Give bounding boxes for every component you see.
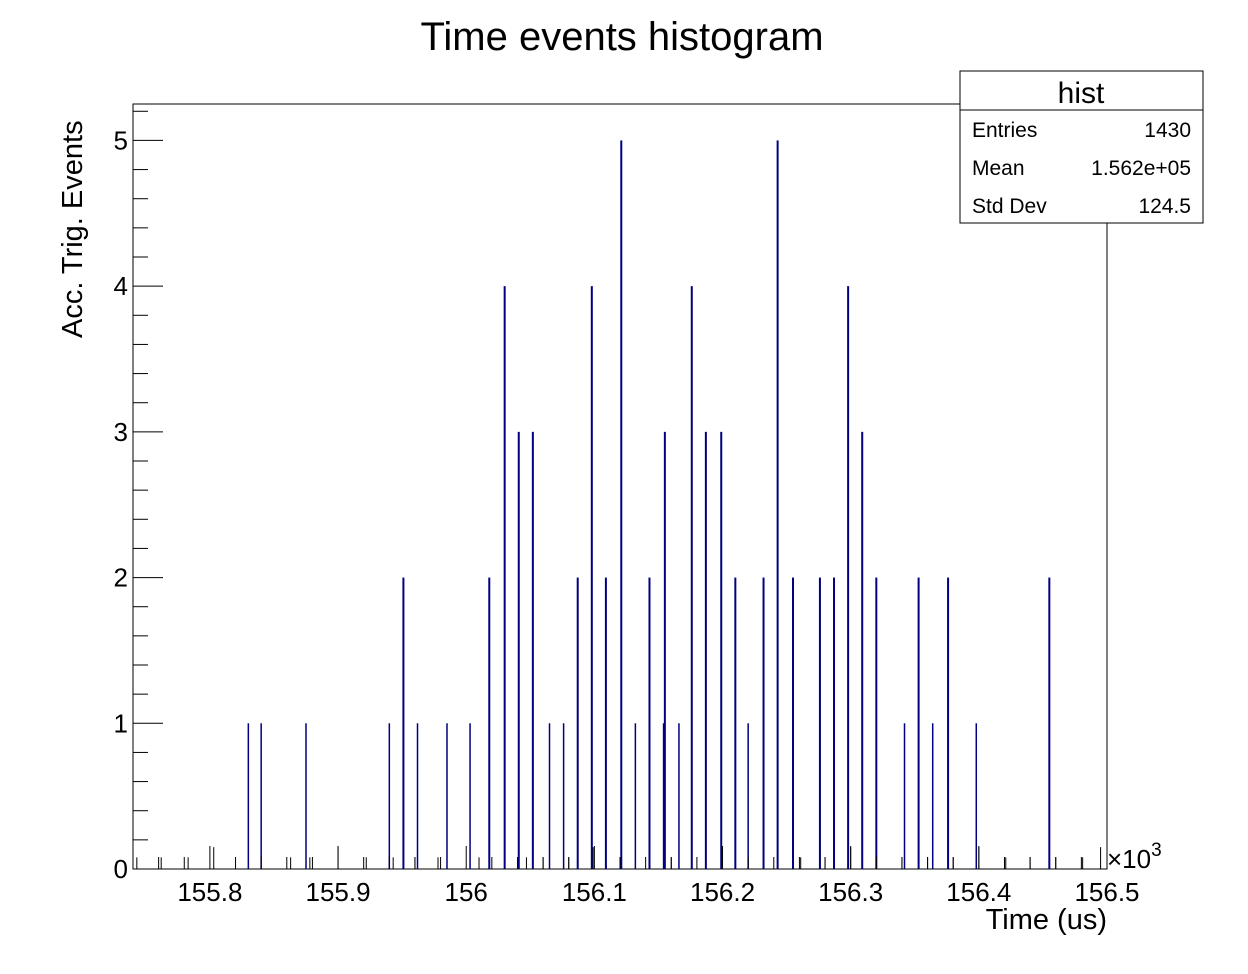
x-axis-multiplier-exponent: 3 xyxy=(1151,840,1162,861)
histogram-bar xyxy=(548,723,551,869)
histogram-bar xyxy=(604,577,607,869)
histogram-bar xyxy=(662,723,665,869)
histogram-bar xyxy=(590,286,593,869)
histogram-bar xyxy=(1082,857,1084,869)
histogram-bar xyxy=(1005,857,1007,869)
stats-box-title: hist xyxy=(1058,77,1105,110)
histogram-bar xyxy=(402,577,405,869)
histogram-bar xyxy=(690,286,693,869)
bars-group xyxy=(136,140,1102,869)
histogram-bar xyxy=(792,577,795,869)
stats-mean-value: 1.562e+05 xyxy=(1091,157,1191,180)
histogram-bar xyxy=(800,857,802,869)
y-tick-label: 4 xyxy=(114,271,128,301)
x-tick-label: 156.1 xyxy=(562,877,627,907)
histogram-bar xyxy=(562,723,565,869)
histogram-bar xyxy=(437,857,439,869)
histogram-bar xyxy=(446,723,448,869)
y-axis-label: Acc. Trig. Events xyxy=(57,120,89,338)
chart-title: Time events histogram xyxy=(420,15,823,59)
stats-stddev-label: Std Dev xyxy=(972,195,1047,218)
y-tick-label: 2 xyxy=(114,563,128,593)
y-tick-label: 1 xyxy=(114,708,128,738)
histogram-bar xyxy=(734,577,737,869)
x-axis-label: Time (us) xyxy=(986,904,1107,936)
histogram-bar xyxy=(531,431,534,869)
x-tick-label: 156 xyxy=(445,877,488,907)
histogram-bar xyxy=(720,431,723,869)
histogram-bar xyxy=(213,847,215,869)
histogram-bar xyxy=(931,723,934,869)
histogram-bar xyxy=(1100,847,1102,869)
histogram-bar xyxy=(875,577,878,869)
histogram-bar xyxy=(762,577,765,869)
x-tick-label: 156.4 xyxy=(946,877,1011,907)
histogram-bar xyxy=(187,857,189,869)
histogram-bar xyxy=(776,140,779,869)
stats-entries-label: Entries xyxy=(972,119,1037,142)
histogram-bar xyxy=(309,857,311,869)
histogram-bar xyxy=(290,857,292,869)
histogram-bar xyxy=(833,577,836,869)
histogram-bar xyxy=(365,857,367,869)
histogram-bar xyxy=(525,857,527,869)
histogram-bar xyxy=(136,857,138,869)
x-axis-multiplier-base: ×10 xyxy=(1107,844,1151,874)
histogram-bar xyxy=(648,577,651,869)
histogram-bar xyxy=(416,723,419,869)
stats-box-frame xyxy=(959,70,1204,224)
histogram-bar xyxy=(388,723,391,869)
histogram-bar xyxy=(917,577,920,869)
histogram-bar xyxy=(620,140,623,869)
stats-entries-value: 1430 xyxy=(1144,119,1191,142)
histogram-bar xyxy=(947,577,950,869)
x-tick-label: 156.5 xyxy=(1074,877,1139,907)
histogram-bar xyxy=(517,431,520,869)
x-tick-label: 156.3 xyxy=(818,877,883,907)
histogram-bar xyxy=(903,723,906,869)
histogram-bar xyxy=(678,723,680,869)
histogram-bar xyxy=(975,723,978,869)
stats-stddev-value: 124.5 xyxy=(1138,195,1191,218)
histogram-bar xyxy=(247,723,250,869)
y-tick-label: 0 xyxy=(114,854,128,884)
histogram-bar xyxy=(488,577,491,869)
histogram-bar xyxy=(592,847,594,869)
histogram-bar xyxy=(305,723,307,869)
x-axis-multiplier: ×103 xyxy=(1107,840,1162,874)
histogram-bar xyxy=(847,286,850,869)
histogram-bar xyxy=(160,857,162,869)
histogram-bar xyxy=(1048,577,1051,869)
stats-mean-label: Mean xyxy=(972,157,1025,180)
histogram-bar xyxy=(392,857,394,869)
histogram-bar xyxy=(861,431,864,869)
histogram-bar xyxy=(818,577,821,869)
histogram-bar xyxy=(576,577,579,869)
x-tick-label: 155.8 xyxy=(177,877,242,907)
y-tick-label: 3 xyxy=(114,417,128,447)
x-tick-label: 155.9 xyxy=(306,877,371,907)
stats-box: hist Entries 1430 Mean 1.562e+05 Std Dev… xyxy=(959,70,1204,224)
histogram-bar xyxy=(663,431,666,869)
histogram-bar xyxy=(704,431,707,869)
histogram-bar xyxy=(747,723,749,869)
histogram-bar xyxy=(503,286,506,869)
x-axis-ticks: 155.8 155.9 156 156.1 156.2 156.3 156.4 156.5 xyxy=(132,846,1140,907)
histogram-bar xyxy=(634,723,637,869)
histogram-bar xyxy=(469,723,471,869)
y-tick-label: 5 xyxy=(114,125,128,155)
x-tick-label: 156.2 xyxy=(690,877,755,907)
histogram-bar xyxy=(260,723,262,869)
histogram-bar xyxy=(478,857,480,869)
y-axis-ticks: 0 1 2 3 4 5 xyxy=(114,110,163,884)
